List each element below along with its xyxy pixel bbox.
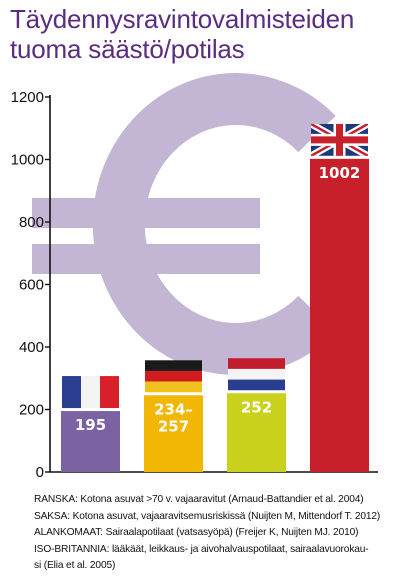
y-tick-label: 1000	[11, 152, 44, 169]
value-label: 195	[75, 416, 106, 434]
bar-ranska	[61, 411, 120, 472]
note-line: ISO-BRITANNIA: lääkäät, leikkaus- ja aiv…	[34, 542, 402, 559]
y-tick-label: 0	[36, 464, 44, 481]
bar-alankomaat	[227, 393, 286, 472]
note-label: ALANKOMAAT	[34, 527, 101, 539]
note-label: ISO-BRITANNIA	[34, 543, 107, 555]
note-text: : lääkäät, leikkaus- ja aivohalvauspotil…	[106, 543, 369, 555]
y-tick-label: 400	[19, 339, 44, 356]
title-line-2: tuoma säästö/potilas	[10, 34, 245, 64]
nl-flag-icon	[228, 358, 285, 391]
value-label: 1002	[319, 164, 361, 182]
value-labels: 195 234– 257 252 1002	[75, 164, 361, 435]
note-text: : Sairaalapotilaat (vatsasyöpä) (Freijer…	[100, 527, 359, 539]
bar-iso-britannia	[310, 158, 369, 472]
note-line: ALANKOMAAT: Sairaalapotilaat (vatsasyöpä…	[34, 525, 402, 542]
note-text: : Kotona asuvat >70 v. vajaaravitut (Arn…	[75, 494, 364, 505]
source-notes: RANSKA: Kotona asuvat >70 v. vajaaravitu…	[34, 492, 402, 575]
gb-flag-icon	[311, 123, 368, 156]
y-tick-label: 600	[19, 277, 44, 294]
euro-symbol-icon	[32, 73, 336, 375]
note-text: : Kotona asuvat, vajaaravitsemusriskissä…	[67, 510, 381, 522]
note-label: SAKSA	[34, 510, 68, 522]
value-label: 252	[241, 398, 272, 416]
axes: 0 200 400 600 800 1000 1200	[11, 89, 378, 481]
note-line: SAKSA: Kotona asuvat, vajaaravitsemusris…	[34, 509, 402, 526]
title-line-1: Täydennysravintovalmisteiden	[10, 4, 355, 34]
de-flag-icon	[145, 360, 202, 393]
note-text: si (Elia et al. 2005)	[34, 560, 116, 572]
y-tick-label: 200	[19, 402, 44, 419]
y-tick-label: 1200	[11, 89, 44, 106]
y-tick-label: 800	[19, 214, 44, 231]
note-label: RANSKA	[34, 494, 75, 505]
note-line: si (Elia et al. 2005)	[34, 558, 402, 575]
value-label: 234– 257	[154, 400, 193, 435]
bars	[61, 158, 369, 472]
fr-flag-icon	[62, 376, 119, 409]
bar-chart: 0 200 400 600 800 1000 1200 195 234– 257 252 1002	[11, 73, 378, 481]
flags	[62, 123, 368, 409]
note-line: RANSKA: Kotona asuvat >70 v. vajaaravitu…	[34, 492, 402, 509]
chart-title: Täydennysravintovalmisteiden tuoma sääst…	[10, 4, 402, 64]
bar-saksa	[144, 395, 203, 472]
